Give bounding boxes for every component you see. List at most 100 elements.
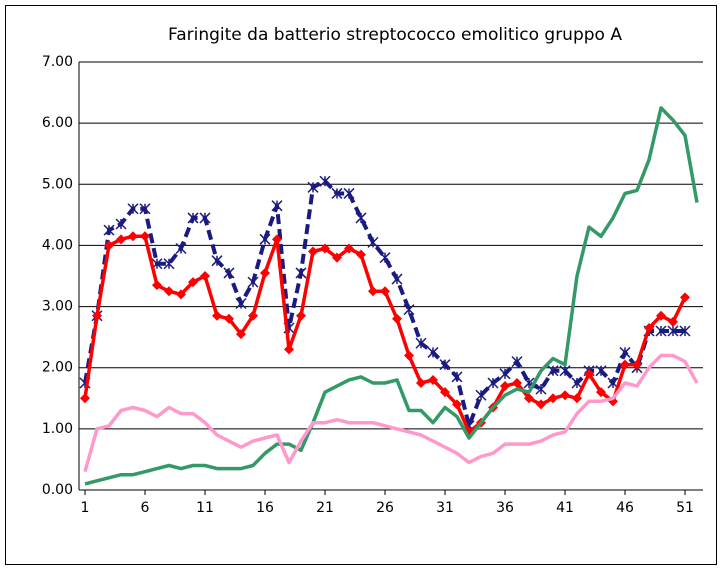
point-marker <box>331 187 343 199</box>
point-marker <box>223 267 235 279</box>
x-tick-label: 6 <box>141 500 150 516</box>
point-marker <box>427 346 439 358</box>
point-marker <box>332 252 342 263</box>
x-tick-label: 11 <box>196 500 214 516</box>
point-marker <box>139 203 151 215</box>
point-marker <box>584 368 594 379</box>
point-marker <box>319 175 331 187</box>
point-marker <box>428 374 438 385</box>
point-marker <box>80 393 90 404</box>
chart-frame <box>5 5 717 565</box>
point-marker <box>512 378 522 388</box>
x-tick-label: 36 <box>496 500 514 516</box>
y-tick-label: 3.00 <box>42 299 73 315</box>
y-tick-label: 0.00 <box>42 482 73 498</box>
point-marker <box>308 246 318 257</box>
point-marker <box>668 316 678 327</box>
point-marker <box>271 200 283 212</box>
point-marker <box>391 273 403 285</box>
point-marker <box>224 313 234 324</box>
point-marker <box>92 310 102 321</box>
point-marker <box>440 387 450 398</box>
point-marker <box>355 212 367 224</box>
point-marker <box>595 365 607 377</box>
point-marker <box>152 280 162 291</box>
point-marker <box>679 325 691 337</box>
y-tick-label: 7.00 <box>42 54 73 70</box>
point-marker <box>296 310 306 321</box>
point-marker <box>644 322 654 333</box>
point-marker <box>403 304 415 316</box>
point-marker <box>367 236 379 248</box>
point-marker <box>475 389 487 401</box>
point-marker <box>656 310 666 321</box>
chart-title: Faringite da batterio streptococco emoli… <box>168 25 622 45</box>
point-marker <box>500 381 510 392</box>
point-marker <box>548 393 558 404</box>
point-marker <box>487 377 499 389</box>
point-marker <box>115 218 127 230</box>
point-marker <box>103 224 115 236</box>
series-line <box>84 106 699 486</box>
point-marker <box>164 286 174 297</box>
y-tick-label: 4.00 <box>42 237 73 253</box>
point-marker <box>127 203 139 215</box>
point-marker <box>620 359 630 370</box>
x-tick-label: 26 <box>376 500 394 516</box>
point-marker <box>248 310 258 321</box>
point-marker <box>176 289 186 300</box>
x-tick-label: 21 <box>316 500 334 516</box>
point-marker <box>235 297 247 310</box>
point-marker <box>596 387 606 398</box>
point-marker <box>200 271 210 281</box>
point-marker <box>356 249 366 260</box>
x-tick-label: 31 <box>436 500 454 516</box>
point-marker <box>415 337 427 349</box>
point-marker <box>259 233 271 245</box>
point-marker <box>559 365 571 377</box>
point-marker <box>344 243 354 254</box>
point-marker <box>295 267 307 279</box>
point-marker <box>379 252 391 264</box>
x-tick-label: 46 <box>616 500 634 516</box>
point-marker <box>211 255 223 267</box>
point-marker <box>320 243 330 254</box>
x-tick-label: 1 <box>81 500 90 516</box>
point-marker <box>452 399 462 410</box>
point-marker <box>368 286 378 297</box>
x-tick-label: 51 <box>676 500 694 516</box>
y-tick-label: 2.00 <box>42 360 73 376</box>
point-marker <box>175 242 187 255</box>
point-marker <box>212 310 222 321</box>
point-marker <box>272 234 282 245</box>
point-marker <box>392 313 402 324</box>
point-marker <box>632 359 642 370</box>
point-marker <box>667 325 679 337</box>
y-tick-label: 1.00 <box>42 421 73 437</box>
point-marker <box>571 377 583 389</box>
point-marker <box>499 368 511 380</box>
y-tick-label: 5.00 <box>42 176 73 192</box>
point-marker <box>451 371 463 383</box>
point-marker <box>116 234 126 245</box>
series-line <box>83 353 699 473</box>
point-marker <box>560 390 570 401</box>
point-marker <box>404 350 414 361</box>
point-marker <box>380 286 390 297</box>
x-tick-label: 41 <box>556 500 574 516</box>
y-tick-label: 6.00 <box>42 115 73 131</box>
point-marker <box>524 393 534 404</box>
point-marker <box>547 365 559 377</box>
point-marker <box>536 399 546 410</box>
point-marker <box>655 325 667 337</box>
point-marker <box>260 267 270 278</box>
point-marker <box>307 181 319 193</box>
point-marker <box>247 276 259 288</box>
point-marker <box>535 383 547 395</box>
point-marker <box>199 212 211 224</box>
point-marker <box>439 359 451 371</box>
point-marker <box>236 329 246 340</box>
point-marker <box>284 344 294 355</box>
point-marker <box>163 258 175 270</box>
